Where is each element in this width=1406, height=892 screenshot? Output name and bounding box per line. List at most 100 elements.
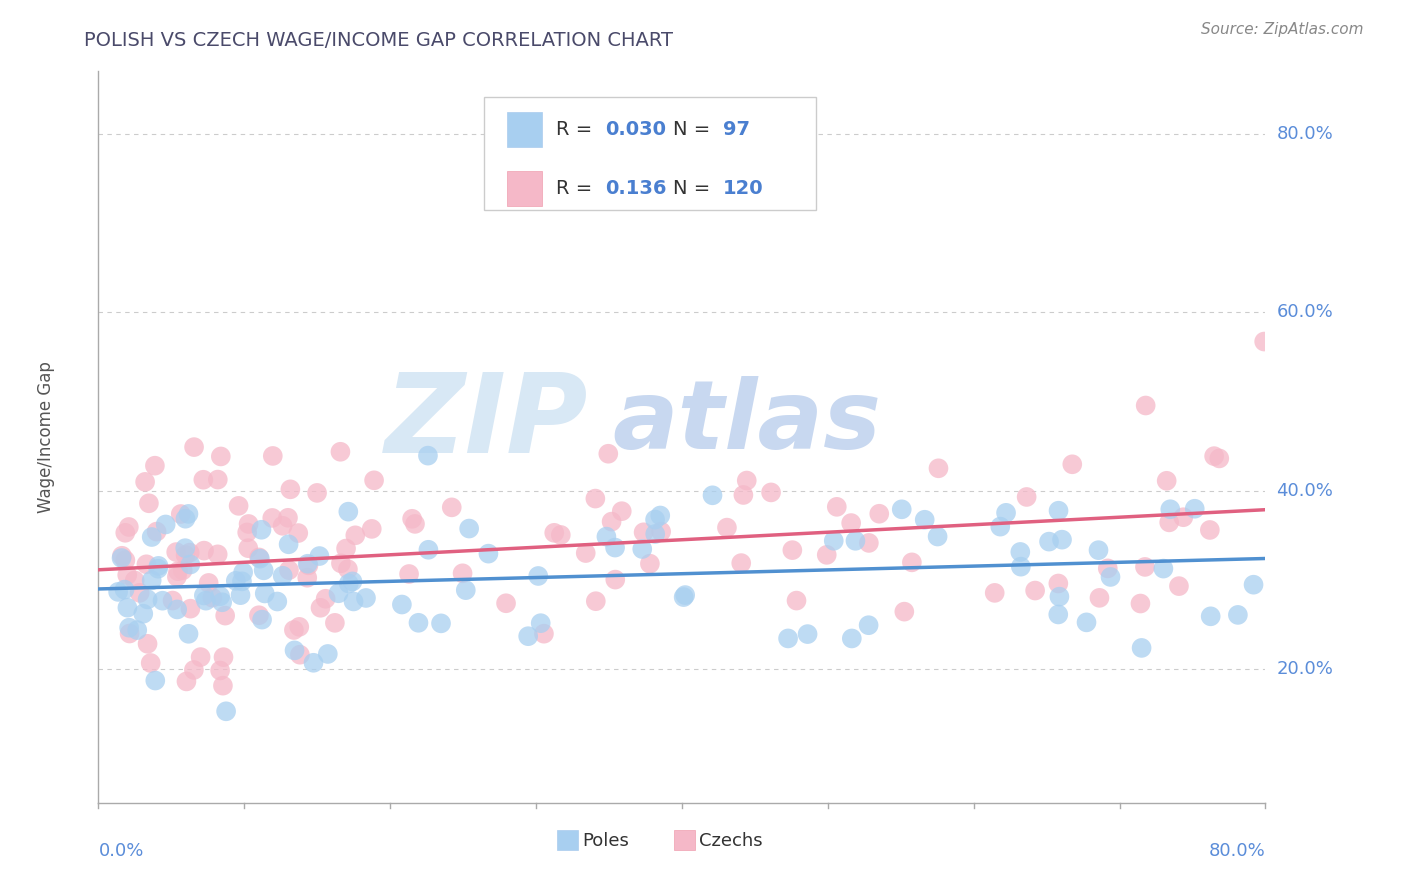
Point — [127, 623, 149, 637]
Text: Czechs: Czechs — [699, 832, 763, 850]
Point — [408, 615, 430, 630]
Point — [1050, 533, 1073, 547]
FancyBboxPatch shape — [508, 171, 541, 206]
Point — [118, 626, 141, 640]
Point — [360, 522, 382, 536]
Point — [363, 473, 385, 487]
Point — [207, 473, 229, 487]
Point — [404, 516, 426, 531]
Point — [229, 588, 252, 602]
Point — [527, 569, 550, 583]
Point — [247, 608, 270, 623]
Point — [209, 664, 232, 678]
Point — [1168, 579, 1191, 593]
Point — [174, 512, 197, 526]
Point — [1097, 561, 1119, 575]
Point — [139, 656, 162, 670]
Point — [533, 626, 555, 640]
Point — [401, 512, 423, 526]
Text: 20.0%: 20.0% — [1277, 660, 1333, 678]
Point — [166, 570, 188, 584]
Point — [1226, 607, 1249, 622]
Point — [177, 507, 200, 521]
Point — [595, 530, 617, 544]
Point — [247, 550, 270, 565]
Point — [583, 491, 606, 506]
Point — [135, 558, 157, 572]
Point — [118, 520, 141, 534]
Point — [336, 562, 359, 576]
Point — [839, 516, 862, 530]
Point — [177, 627, 200, 641]
Point — [307, 486, 329, 500]
Point — [193, 589, 215, 603]
Text: 80.0%: 80.0% — [1209, 842, 1265, 860]
Point — [901, 555, 924, 569]
Point — [225, 574, 247, 588]
Point — [128, 586, 150, 600]
Point — [176, 674, 198, 689]
Point — [841, 632, 863, 646]
Point — [1243, 577, 1265, 591]
Point — [477, 547, 499, 561]
Point — [309, 600, 332, 615]
Point — [1130, 640, 1153, 655]
Point — [162, 593, 184, 607]
Point — [110, 551, 132, 566]
Point — [170, 507, 193, 521]
Point — [146, 562, 169, 576]
Point — [391, 598, 413, 612]
Point — [344, 528, 367, 542]
Point — [1159, 502, 1181, 516]
Point — [868, 507, 890, 521]
Text: 40.0%: 40.0% — [1277, 482, 1333, 500]
Point — [914, 513, 936, 527]
Point — [107, 585, 129, 599]
Point — [262, 449, 284, 463]
Point — [610, 504, 633, 518]
Text: 120: 120 — [723, 179, 763, 198]
Text: 60.0%: 60.0% — [1277, 303, 1333, 321]
Point — [454, 583, 477, 598]
Point — [702, 488, 724, 502]
Point — [114, 582, 136, 597]
Point — [145, 524, 167, 539]
Point — [278, 563, 301, 577]
Point — [297, 557, 319, 571]
Point — [262, 511, 284, 525]
Point — [207, 547, 229, 561]
Point — [190, 650, 212, 665]
Point — [287, 526, 309, 541]
Text: 80.0%: 80.0% — [1277, 125, 1333, 143]
Point — [302, 656, 325, 670]
Text: 0.030: 0.030 — [605, 120, 666, 139]
Point — [550, 528, 572, 542]
Point — [844, 533, 866, 548]
Point — [141, 574, 163, 588]
Point — [114, 525, 136, 540]
Point — [416, 449, 439, 463]
Point — [1038, 534, 1060, 549]
Point — [328, 586, 350, 600]
Point — [266, 594, 288, 608]
Point — [167, 564, 190, 578]
Point — [342, 594, 364, 608]
Point — [1152, 561, 1174, 575]
Text: Poles: Poles — [582, 832, 630, 850]
Point — [136, 637, 159, 651]
Text: 97: 97 — [723, 120, 749, 139]
Point — [143, 458, 166, 473]
Point — [796, 627, 818, 641]
Point — [890, 502, 912, 516]
Point — [165, 545, 187, 559]
Point — [194, 593, 217, 607]
Point — [174, 548, 197, 562]
Point — [308, 549, 330, 563]
Point — [495, 596, 517, 610]
Point — [733, 488, 755, 502]
Point — [631, 541, 654, 556]
Point — [212, 650, 235, 665]
Point — [118, 621, 141, 635]
Point — [1199, 609, 1222, 624]
Point — [277, 537, 299, 551]
